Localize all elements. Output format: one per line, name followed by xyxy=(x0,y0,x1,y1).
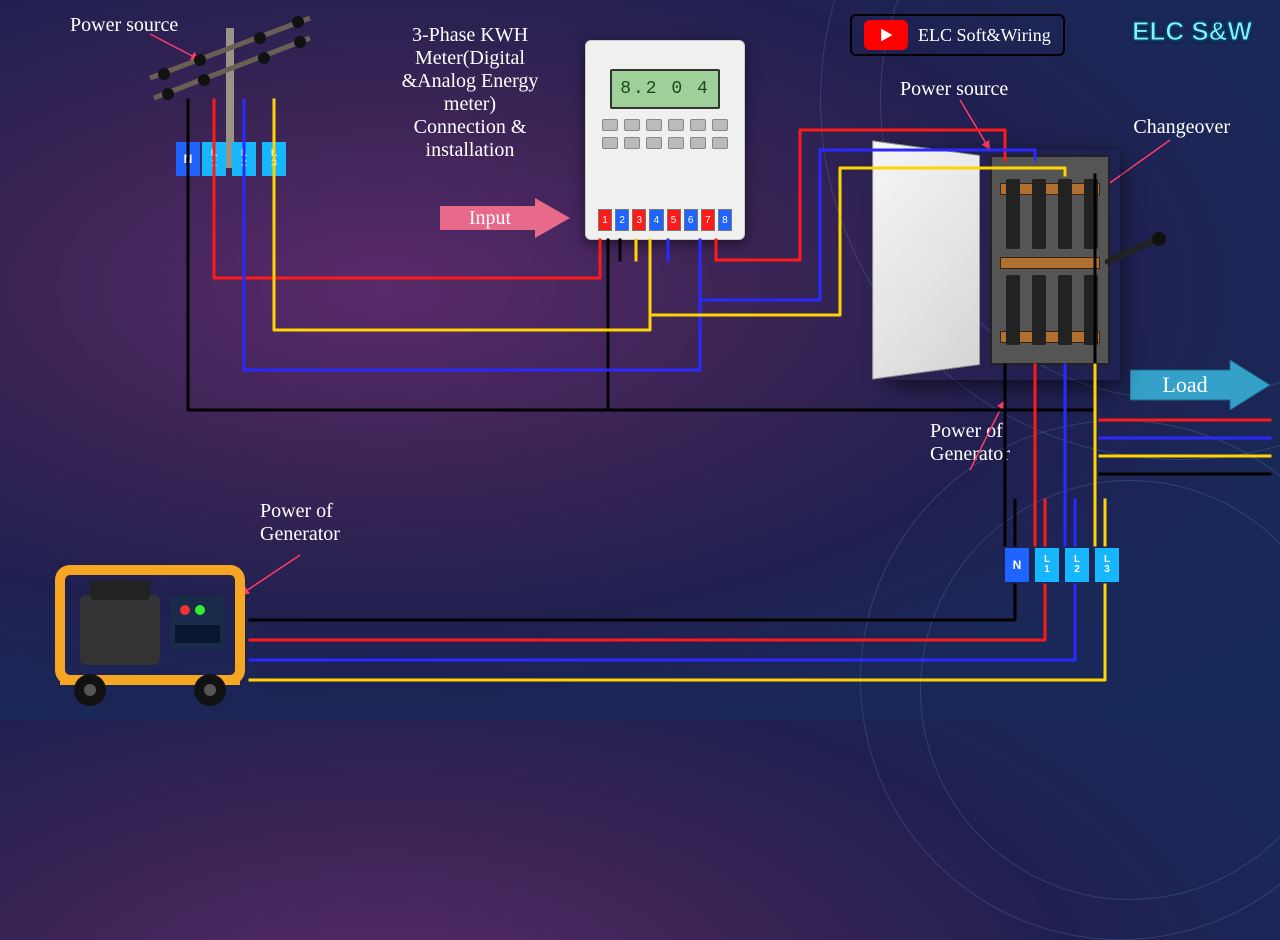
diagram-canvas: ELC Soft&Wiring ELC S&W 3-Phase KWH Mete… xyxy=(0,0,1280,720)
terminal-6: 6 xyxy=(684,209,698,231)
label-power-source-right: Power source xyxy=(900,78,1008,101)
youtube-channel-badge[interactable]: ELC Soft&Wiring xyxy=(850,14,1065,56)
brand-logo: ELC S&W xyxy=(1132,16,1252,47)
changeover-knob xyxy=(1152,232,1166,246)
terminal-3: 3 xyxy=(632,209,646,231)
kwh-meter: 8.2 0 4 1 2 3 4 5 6 7 8 xyxy=(585,40,745,240)
meter-terminals: 1 2 3 4 5 6 7 8 xyxy=(598,207,732,233)
tag-l1-bottom: L 1 xyxy=(1035,548,1059,582)
tag-l3-bottom: L 3 xyxy=(1095,548,1119,582)
tag-l3-top: L 3 xyxy=(262,142,286,176)
terminal-7: 7 xyxy=(701,209,715,231)
terminal-2: 2 xyxy=(615,209,629,231)
diagram-title: 3-Phase KWH Meter(Digital &Analog Energy… xyxy=(370,24,570,162)
youtube-icon xyxy=(864,20,908,50)
terminal-1: 1 xyxy=(598,209,612,231)
tag-l2-bottom: L 2 xyxy=(1065,548,1089,582)
changeover-door xyxy=(872,140,980,379)
terminal-5: 5 xyxy=(667,209,681,231)
tag-n-top: N xyxy=(176,142,200,176)
tag-n-bottom: N xyxy=(1005,548,1029,582)
load-arrow: Load xyxy=(1130,360,1270,410)
meter-button-panel xyxy=(602,119,728,199)
label-power-of-generator-left: Power of Generator xyxy=(260,500,340,546)
terminal-8: 8 xyxy=(718,209,732,231)
label-power-of-generator-right: Power of Generator xyxy=(930,420,1010,466)
power-pole-icon xyxy=(140,8,320,168)
tag-l1-top: L 1 xyxy=(202,142,226,176)
terminal-4: 4 xyxy=(649,209,663,231)
meter-display: 8.2 0 4 xyxy=(610,69,720,109)
changeover-switch xyxy=(890,150,1120,380)
input-arrow-label: Input xyxy=(440,207,540,230)
generator-icon xyxy=(40,550,260,710)
youtube-channel-label: ELC Soft&Wiring xyxy=(918,25,1051,46)
label-changeover: Changeover xyxy=(1133,116,1230,139)
load-arrow-label: Load xyxy=(1130,372,1240,398)
input-arrow: Input xyxy=(440,198,570,238)
tag-l2-top: L 2 xyxy=(232,142,256,176)
changeover-body xyxy=(990,155,1110,365)
